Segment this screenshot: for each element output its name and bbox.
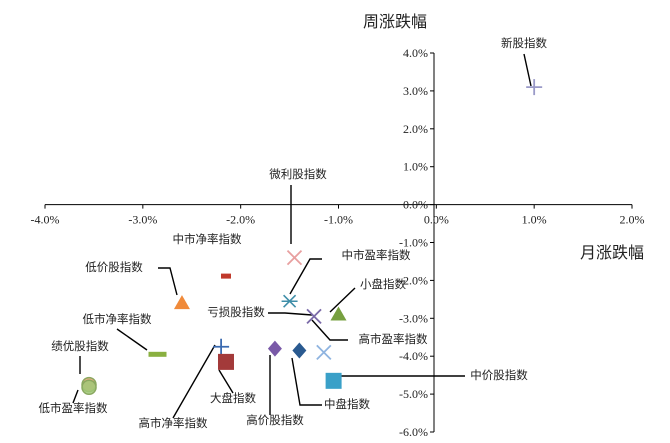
markers bbox=[81, 79, 543, 396]
point-label: 高市盈率指数 bbox=[359, 332, 428, 346]
point-marker bbox=[213, 338, 230, 355]
point-marker bbox=[330, 306, 347, 321]
y-tick-label: -3.0% bbox=[399, 311, 428, 325]
x-tick-label: 0.0% bbox=[424, 213, 449, 227]
point-label: 绩优股指数 bbox=[51, 339, 109, 353]
x-tick-label: 1.0% bbox=[522, 213, 547, 227]
point-label: 低市盈率指数 bbox=[39, 401, 108, 415]
x-tick-label: -4.0% bbox=[31, 213, 60, 227]
x-tick-labels: -4.0% -3.0% -2.0% -1.0% 0.0% 1.0% 2.0% bbox=[31, 213, 645, 227]
point-marker bbox=[81, 379, 97, 396]
y-tick-label: -6.0% bbox=[399, 425, 428, 439]
point-label: 中市盈率指数 bbox=[342, 248, 411, 262]
point-label: 低市净率指数 bbox=[83, 312, 152, 326]
y-axis-title: 周涨跌幅 bbox=[363, 12, 427, 31]
point-marker bbox=[217, 353, 234, 370]
leader-line bbox=[268, 312, 313, 316]
point-label: 小盘指数 bbox=[360, 277, 406, 291]
x-tick-label: -3.0% bbox=[128, 213, 157, 227]
x-tick-label: -2.0% bbox=[226, 213, 255, 227]
y-tick-label: 1.0% bbox=[403, 160, 428, 174]
point-marker bbox=[281, 294, 298, 308]
point-label: 大盘指数 bbox=[210, 391, 256, 405]
point-marker bbox=[173, 295, 190, 310]
leader-line bbox=[523, 53, 532, 87]
y-tick-label: 3.0% bbox=[403, 84, 428, 98]
y-tick-label: 2.0% bbox=[403, 122, 428, 136]
point-marker bbox=[148, 351, 167, 357]
point-label: 低价股指数 bbox=[85, 260, 143, 274]
y-tick-label: -1.0% bbox=[399, 236, 428, 250]
point-marker bbox=[267, 340, 282, 357]
y-tick-label: -5.0% bbox=[399, 387, 428, 401]
point-marker bbox=[220, 273, 231, 279]
leader-line bbox=[289, 258, 322, 295]
point-label: 中价股指数 bbox=[470, 368, 528, 382]
x-tick-label: 2.0% bbox=[620, 213, 645, 227]
leader-line bbox=[116, 328, 148, 351]
point-marker bbox=[292, 342, 307, 359]
point-label: 高市净率指数 bbox=[139, 416, 208, 430]
point-label: 中市净率指数 bbox=[173, 232, 242, 246]
leader-line bbox=[291, 357, 322, 406]
y-tick-label: 4.0% bbox=[403, 46, 428, 60]
leader-line bbox=[329, 287, 356, 313]
point-marker bbox=[286, 250, 303, 266]
point-label: 中盘指数 bbox=[324, 397, 370, 411]
y-tick-labels: 4.0% 3.0% 2.0% 1.0% 0.0% -1.0% -2.0% -3.0% -4.0%… bbox=[399, 46, 428, 439]
x-tick-label: -1.0% bbox=[324, 213, 353, 227]
leader-line bbox=[158, 267, 178, 296]
y-tick-label: -4.0% bbox=[399, 349, 428, 363]
point-label: 亏损股指数 bbox=[207, 305, 265, 319]
leader-line bbox=[72, 389, 79, 404]
y-tick-label: 0.0% bbox=[403, 198, 428, 212]
point-marker bbox=[526, 79, 543, 96]
point-label: 微利股指数 bbox=[269, 167, 327, 181]
point-marker bbox=[316, 344, 332, 361]
point-label: 高价股指数 bbox=[246, 413, 304, 427]
leader-line bbox=[172, 344, 216, 419]
point-label: 新股指数 bbox=[501, 36, 547, 50]
point-marker bbox=[306, 308, 322, 325]
leader-line bbox=[311, 319, 348, 341]
leader-line bbox=[218, 369, 234, 394]
x-axis-title: 月涨跌幅 bbox=[580, 243, 644, 262]
y-tick-label: -2.0% bbox=[399, 273, 428, 287]
axes bbox=[44, 52, 633, 433]
point-marker bbox=[325, 372, 342, 389]
leader-lines bbox=[72, 53, 532, 419]
